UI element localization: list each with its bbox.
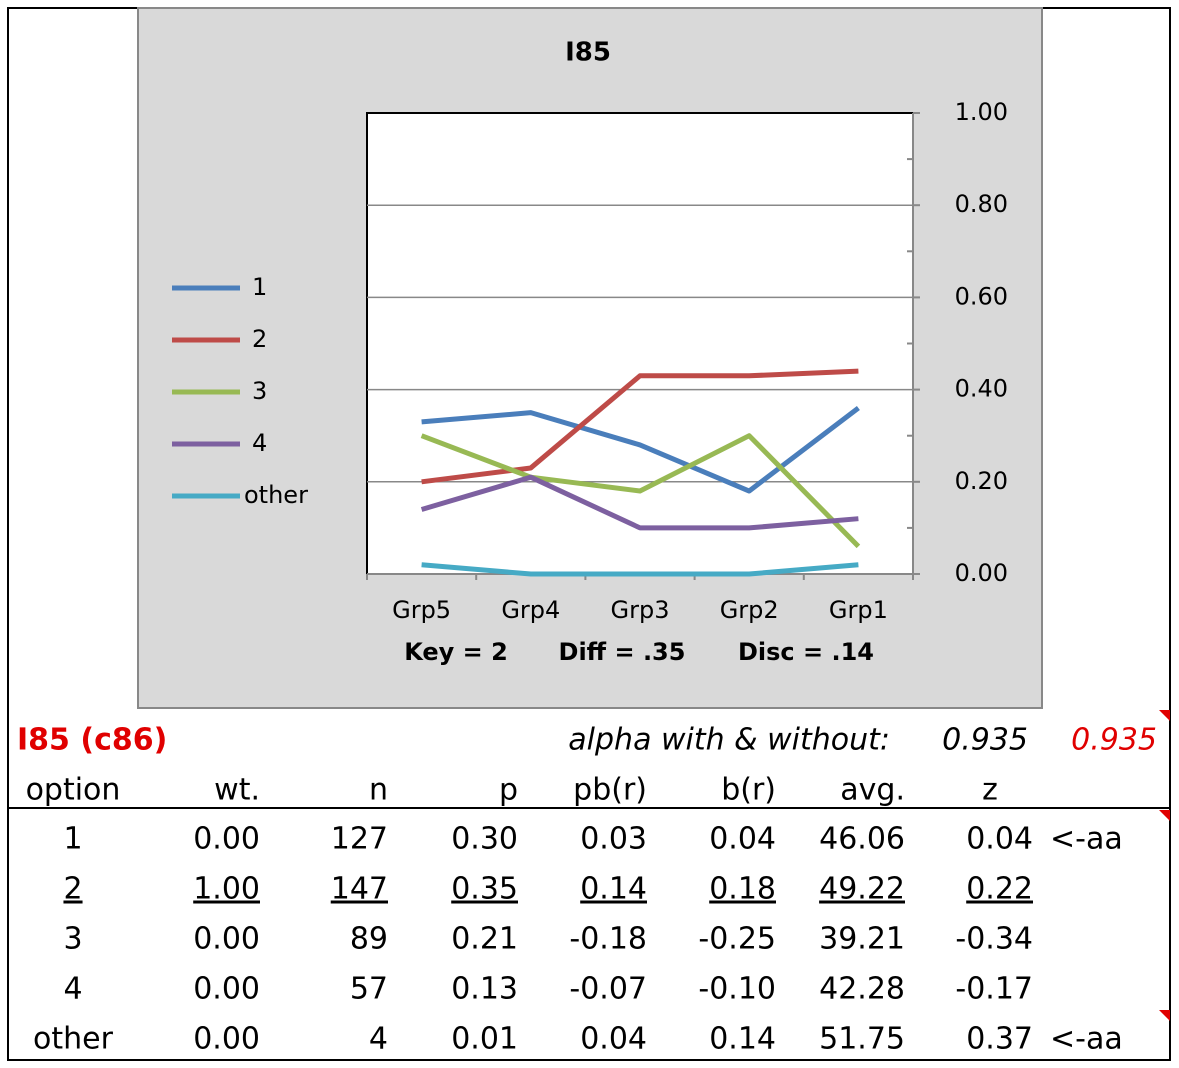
table-cell: -0.25 [698, 922, 776, 957]
table-cell: 51.75 [819, 1022, 905, 1057]
table-cell: 0.22 [966, 872, 1033, 907]
annotation: Disc = .14 [738, 638, 874, 666]
table-cell: 147 [331, 872, 388, 907]
y-tick-label: 0.80 [955, 190, 1008, 218]
table-cell: 1.00 [193, 872, 260, 907]
annotation: Key = 2 [404, 638, 508, 666]
legend-label: other [244, 481, 308, 509]
column-header: p [499, 773, 518, 808]
legend-label: 3 [252, 377, 267, 405]
table-cell: 0.01 [451, 1022, 518, 1057]
table-cell: -0.34 [955, 922, 1033, 957]
column-header: pb(r) [573, 773, 647, 808]
column-header: z [982, 773, 998, 808]
series-line [421, 562, 859, 577]
row-note: <-aa [1050, 1022, 1123, 1057]
table-cell: 0.04 [580, 1022, 647, 1057]
y-tick-label: 1.00 [955, 98, 1008, 126]
table-cell: -0.07 [569, 972, 647, 1007]
table-cell: 0.00 [193, 922, 260, 957]
x-tick-label: Grp5 [392, 596, 451, 624]
table-cell: 2 [63, 872, 82, 907]
table-cell: -0.18 [569, 922, 647, 957]
table-cell: -0.10 [698, 972, 776, 1007]
table-cell: 0.00 [193, 1022, 260, 1057]
item-title: I85 (c86) [17, 723, 167, 758]
legend-label: 2 [252, 325, 267, 353]
table-cell: 89 [350, 922, 388, 957]
comment-marker [1159, 810, 1170, 821]
alpha-with: 0.935 [942, 723, 1028, 758]
table-cell: 42.28 [819, 972, 905, 1007]
legend-label: 4 [252, 429, 267, 457]
y-tick-label: 0.00 [955, 559, 1008, 587]
plot-area [366, 112, 914, 575]
table-cell: 0.03 [580, 822, 647, 857]
table-cell: 0.00 [193, 972, 260, 1007]
table-cell: 0.14 [580, 872, 647, 907]
chart-title: I85 [565, 38, 611, 68]
legend-label: 1 [252, 273, 267, 301]
table-cell: 0.35 [451, 872, 518, 907]
series-line [421, 406, 860, 494]
table-cell: 57 [350, 972, 388, 1007]
table-cell: 39.21 [819, 922, 905, 957]
table-cell: 0.04 [966, 822, 1033, 857]
table-cell: 3 [63, 922, 82, 957]
x-tick-label: Grp4 [501, 596, 560, 624]
comment-marker [1159, 710, 1170, 721]
table-cell: 0.14 [709, 1022, 776, 1057]
row-note: <-aa [1050, 822, 1123, 857]
alpha-label: alpha with & without: [568, 723, 890, 758]
table-cell: 4 [63, 972, 82, 1007]
y-tick-label: 0.40 [955, 375, 1008, 403]
table-cell: 4 [369, 1022, 388, 1057]
table-cell: 0.30 [451, 822, 518, 857]
table-cell: other [33, 1022, 114, 1057]
y-tick-label: 0.60 [955, 282, 1008, 310]
table-cell: 0.37 [966, 1022, 1033, 1057]
table-cell: 1 [63, 822, 82, 857]
table-cell: 46.06 [819, 822, 905, 857]
y-tick-label: 0.20 [955, 467, 1008, 495]
x-tick-label: Grp3 [611, 596, 670, 624]
table-cell: 49.22 [819, 872, 905, 907]
annotation: Diff = .35 [559, 638, 686, 666]
series-line [420, 433, 861, 549]
alpha-without: 0.935 [1071, 723, 1157, 758]
table-cell: 0.13 [451, 972, 518, 1007]
table-cell: 0.04 [709, 822, 776, 857]
column-header: option [26, 773, 121, 808]
series-line [420, 474, 859, 531]
x-tick-label: Grp1 [829, 596, 888, 624]
column-header: avg. [840, 773, 905, 808]
column-header: n [369, 773, 388, 808]
table-cell: 0.18 [709, 872, 776, 907]
table-cell: 0.00 [193, 822, 260, 857]
column-header: wt. [214, 773, 260, 808]
x-tick-label: Grp2 [720, 596, 779, 624]
series-line [421, 368, 859, 485]
table-cell: 127 [331, 822, 388, 857]
comment-marker [1159, 1010, 1170, 1021]
table-cell: 0.21 [451, 922, 518, 957]
column-header: b(r) [721, 773, 776, 808]
table-cell: -0.17 [955, 972, 1033, 1007]
